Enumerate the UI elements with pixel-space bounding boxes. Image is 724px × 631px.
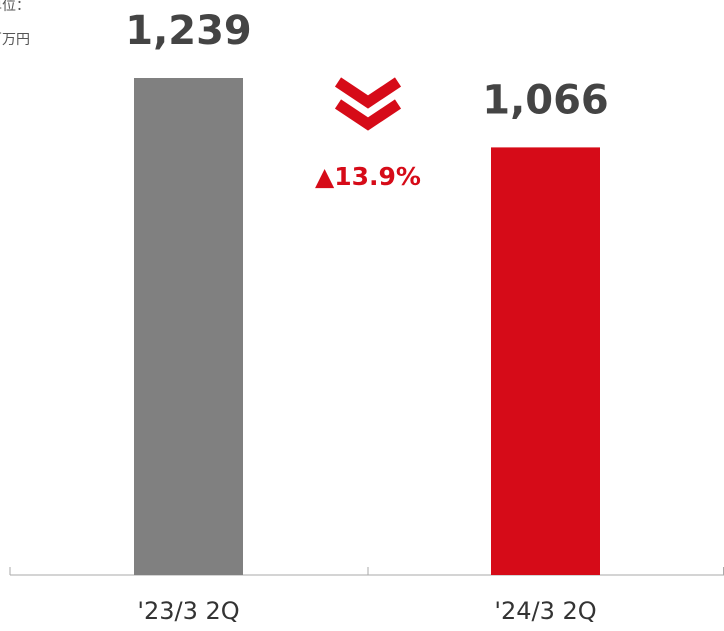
decrease-arrow [334, 77, 402, 131]
chevron [334, 77, 402, 109]
change-annotation: ▲13.9% [315, 162, 421, 191]
x-tick-label: '23/3 2Q [137, 597, 239, 625]
value-label: 1,066 [482, 77, 609, 123]
x-tick-label: '24/3 2Q [494, 597, 596, 625]
value-label: 1,239 [125, 8, 252, 54]
bar [491, 147, 600, 575]
unit-label: 百万円 [0, 32, 30, 48]
bar [134, 78, 243, 575]
chevron [334, 99, 402, 131]
unit-label: 単位： [0, 0, 30, 14]
